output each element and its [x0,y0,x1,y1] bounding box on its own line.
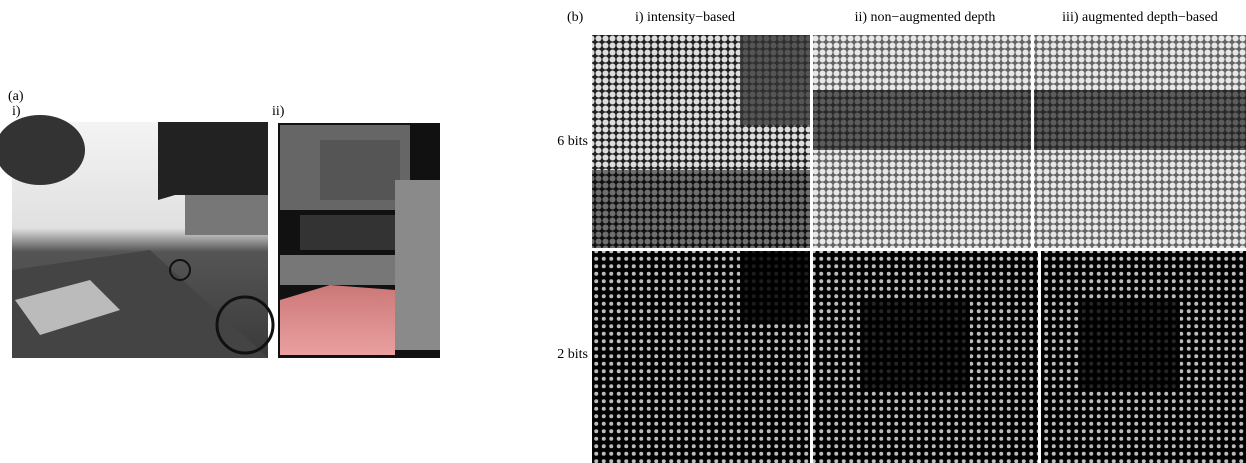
panel-label: (a) [8,89,24,104]
sub-label: ii) [272,104,285,119]
photo [0,115,273,358]
column-title: ii) non−augmented depth [855,10,996,25]
figure: (a) i) ii) (b) i) intensity−based ii) no… [0,0,1246,463]
panel-label: (b) [567,10,584,25]
column-title: iii) augmented depth−based [1062,10,1218,25]
depth-map [278,123,440,358]
image-grid [592,35,1246,463]
sub-label: i) [12,104,21,119]
row-label: 2 bits [557,347,588,362]
column-title: i) intensity−based [635,10,735,25]
row-label: 6 bits [557,134,588,149]
